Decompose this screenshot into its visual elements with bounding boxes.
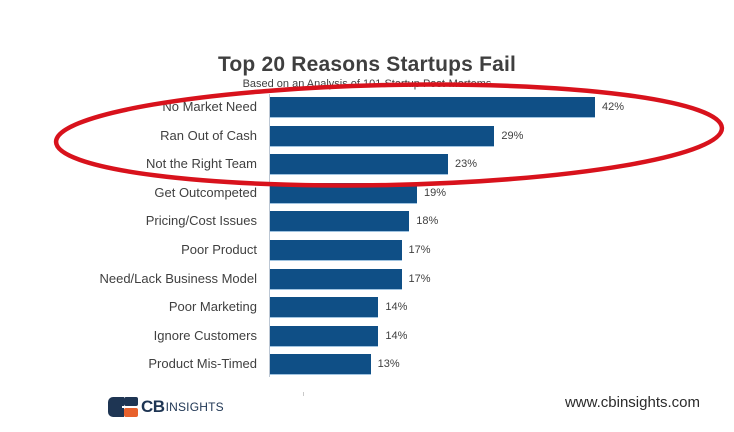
- category-label: No Market Need: [162, 99, 257, 114]
- category-label: Ran Out of Cash: [160, 127, 257, 143]
- bar-value-label: 29%: [501, 129, 524, 142]
- bar-row: Poor Product 17%: [0, 240, 734, 260]
- cb-insights-logo: CB INSIGHTS: [108, 396, 224, 418]
- y-axis-line: [269, 94, 270, 377]
- bar-value-label: 42%: [602, 101, 625, 113]
- category-label: Pricing/Cost Issues: [145, 213, 257, 229]
- chart-subtitle: Based on an Analysis of 101 Startup Post…: [242, 78, 492, 90]
- bar-value-label: 14%: [385, 301, 408, 314]
- logo-text-cb: CB: [141, 397, 165, 416]
- axis-tick: [303, 392, 304, 396]
- bar: [270, 240, 402, 260]
- bar-row: Ran Out of Cash 29%: [0, 125, 734, 146]
- bar-row: Not the Right Team 23%: [0, 154, 734, 175]
- bar-value-label: 13%: [377, 358, 400, 371]
- bar-value-label: 18%: [416, 215, 439, 228]
- logo-text-insights: INSIGHTS: [165, 400, 224, 414]
- category-label: Need/Lack Business Model: [99, 270, 257, 286]
- bar: [270, 125, 495, 146]
- bar: [270, 211, 410, 232]
- bar-value-label: 19%: [424, 186, 447, 199]
- bar: [270, 297, 379, 318]
- bar-value-label: 17%: [408, 244, 431, 256]
- bar: [270, 268, 402, 289]
- bar: [270, 354, 371, 375]
- bar: [270, 182, 418, 203]
- bar-value-label: 17%: [408, 272, 431, 285]
- bar-value-label: 14%: [385, 329, 408, 342]
- bar-value-label: 23%: [454, 158, 477, 171]
- bar-row: Product Mis-Timed 13%: [0, 354, 734, 375]
- cb-logo-icon: [108, 397, 138, 417]
- bar-row: Get Outcompeted 19%: [0, 182, 734, 203]
- bar-row: Pricing/Cost Issues 18%: [0, 211, 734, 232]
- bar-row: Poor Marketing 14%: [0, 297, 734, 318]
- category-label: Not the Right Team: [145, 156, 257, 172]
- category-label: Poor Marketing: [168, 299, 257, 315]
- bar: [270, 97, 595, 117]
- category-label: Get Outcompeted: [154, 184, 257, 200]
- bar-row: Ignore Customers 14%: [0, 325, 734, 346]
- category-label: Product Mis-Timed: [148, 356, 257, 372]
- category-label: Poor Product: [181, 242, 257, 257]
- chart-title: Top 20 Reasons Startups Fail: [217, 53, 517, 76]
- bar-row: Need/Lack Business Model 17%: [0, 268, 734, 289]
- bar: [270, 325, 379, 346]
- category-label: Ignore Customers: [153, 327, 257, 343]
- bar-row: No Market Need 42%: [0, 97, 734, 117]
- website-url: www.cbinsights.com: [564, 394, 700, 411]
- bar: [270, 154, 448, 175]
